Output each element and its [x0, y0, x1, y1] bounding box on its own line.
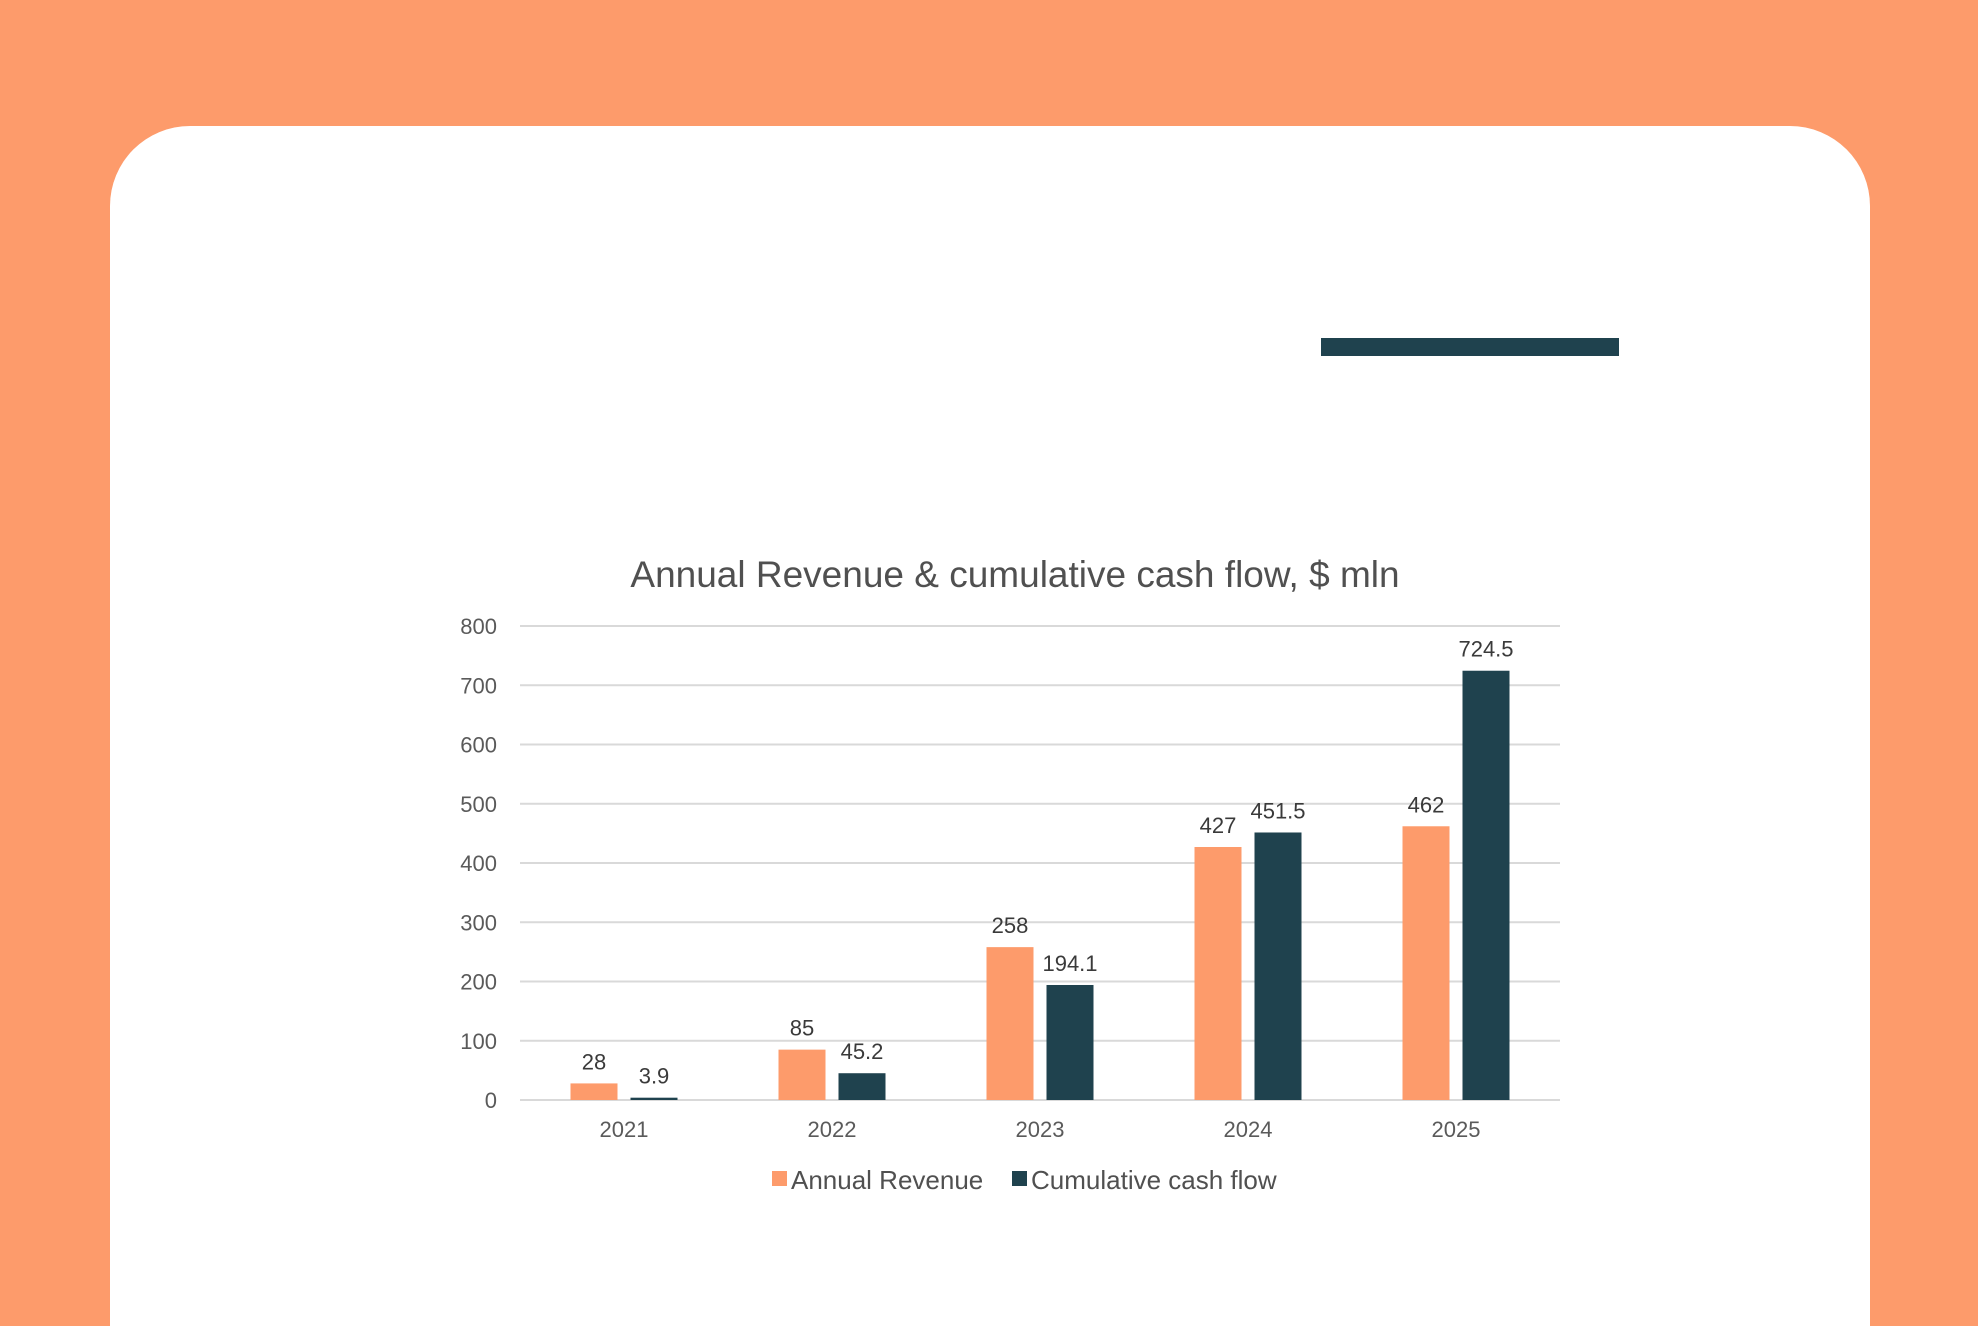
data-labels: 28 3.9 85 45.2 258 194.1 427 451.5 462 724.5 — [582, 637, 1514, 1089]
y-tick-label: 100 — [460, 1029, 497, 1054]
bar-series — [570, 670, 1510, 1100]
grid-lines — [520, 625, 1560, 1101]
chart-title: Annual Revenue & cumulative cash flow, $… — [630, 554, 1399, 595]
cash-flow-bar — [1254, 832, 1302, 1100]
y-tick-label: 500 — [460, 792, 497, 817]
x-tick-label: 2021 — [600, 1117, 649, 1142]
data-label: 427 — [1200, 813, 1237, 838]
data-label: 194.1 — [1042, 951, 1097, 976]
data-label: 28 — [582, 1049, 606, 1074]
data-label: 85 — [790, 1016, 814, 1041]
bar-chart: Annual Revenue & cumulative cash flow, $… — [460, 554, 1560, 1195]
cash-flow-bar — [838, 1073, 886, 1100]
cash-flow-bar — [1046, 984, 1094, 1100]
y-tick-label: 0 — [485, 1088, 497, 1113]
y-tick-label: 300 — [460, 910, 497, 935]
y-tick-label: 400 — [460, 851, 497, 876]
data-label: 45.2 — [841, 1039, 884, 1064]
legend: Annual Revenue Cumulative cash flow — [772, 1165, 1277, 1195]
y-axis-ticks: 0 100 200 300 400 500 600 700 800 — [460, 614, 497, 1113]
x-tick-label: 2022 — [808, 1117, 857, 1142]
revenue-bar — [986, 947, 1034, 1100]
y-tick-label: 600 — [460, 733, 497, 758]
y-tick-label: 700 — [460, 673, 497, 698]
legend-label-revenue: Annual Revenue — [791, 1165, 983, 1195]
legend-swatch-revenue — [772, 1171, 787, 1186]
y-tick-label: 800 — [460, 614, 497, 639]
data-label: 451.5 — [1250, 798, 1305, 823]
revenue-bar — [1402, 826, 1450, 1100]
x-tick-label: 2024 — [1224, 1117, 1273, 1142]
data-label: 724.5 — [1458, 637, 1513, 662]
card-panel — [110, 126, 1870, 1326]
legend-swatch-cash-flow — [1012, 1171, 1027, 1186]
legend-label-cash-flow: Cumulative cash flow — [1031, 1165, 1277, 1195]
cash-flow-bar — [630, 1097, 678, 1100]
revenue-bar — [1194, 847, 1242, 1100]
cash-flow-bar — [1462, 670, 1510, 1100]
data-label: 3.9 — [639, 1064, 670, 1089]
page-background: { "colors": { "background": "#fd9b6b", "… — [110, 126, 1870, 1326]
y-tick-label: 200 — [460, 970, 497, 995]
accent-bar — [1321, 338, 1619, 356]
x-axis-ticks: 2021 2022 2023 2024 2025 — [600, 1117, 1481, 1142]
x-tick-label: 2025 — [1432, 1117, 1481, 1142]
revenue-bar — [778, 1049, 826, 1100]
x-tick-label: 2023 — [1016, 1117, 1065, 1142]
data-label: 258 — [992, 913, 1029, 938]
data-label: 462 — [1408, 792, 1445, 817]
revenue-bar — [570, 1083, 618, 1100]
